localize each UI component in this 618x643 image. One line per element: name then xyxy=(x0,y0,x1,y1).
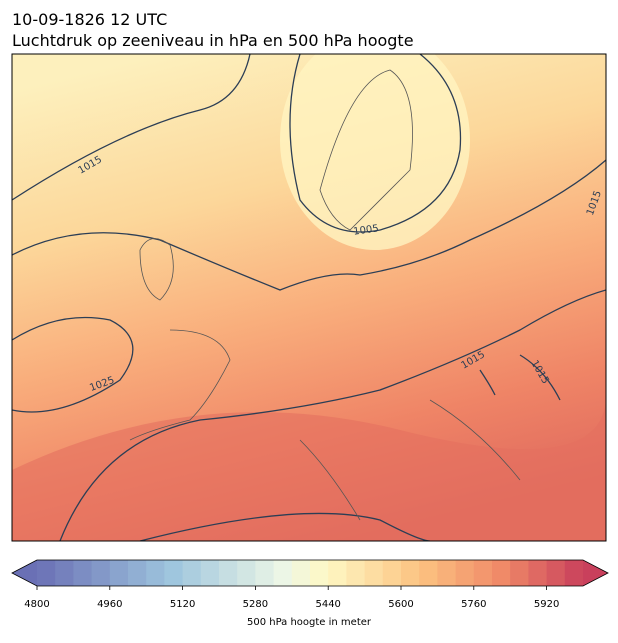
colorbar-segment xyxy=(164,560,184,586)
colorbar-segment xyxy=(364,560,384,586)
map-frame xyxy=(11,53,607,542)
isobars xyxy=(12,54,606,541)
colorbar-segment xyxy=(310,560,329,586)
colorbar-tick-label: 5920 xyxy=(534,599,559,610)
colorbar-segment xyxy=(55,560,74,586)
colorbar-segment xyxy=(182,560,202,586)
colorbar-segment xyxy=(219,560,238,586)
colorbar-tick-label: 4800 xyxy=(24,599,49,610)
colorbar-segment xyxy=(382,560,402,586)
colorbar-tick-label: 5760 xyxy=(461,599,486,610)
colorbar-tick-label: 4960 xyxy=(97,599,122,610)
colorbar-segment xyxy=(473,560,493,586)
colorbar-segment xyxy=(528,560,548,586)
colorbar-segment xyxy=(73,560,93,586)
colorbar-extend-high xyxy=(583,560,608,586)
colorbar-segment xyxy=(255,560,275,586)
colorbar-tick-label: 5280 xyxy=(243,599,268,610)
height-low xyxy=(280,54,470,250)
title: Luchtdruk op zeeniveau in hPa en 500 hPa… xyxy=(12,31,414,50)
colorbar-segment xyxy=(109,560,129,586)
colorbar-segment xyxy=(37,560,56,586)
colorbar-segment xyxy=(455,560,475,586)
colorbar: 4800 4960 5120 5280 5440 5600 5760 5920 xyxy=(11,559,609,610)
colorbar-segment xyxy=(91,560,111,586)
colorbar-segment xyxy=(419,560,438,586)
colorbar-segment xyxy=(546,560,566,586)
colorbar-segment xyxy=(510,560,529,586)
colorbar-extend-low xyxy=(12,560,37,586)
colorbar-tick-label: 5440 xyxy=(315,599,340,610)
colorbar-segment xyxy=(328,560,347,586)
colorbar-segment xyxy=(401,560,420,586)
colorbar-segment xyxy=(492,560,511,586)
colorbar-outline xyxy=(11,559,609,587)
colorbar-segment xyxy=(273,560,293,586)
datetime: 10-09-1826 12 UTC xyxy=(12,10,167,29)
colorbar-tick-label: 5120 xyxy=(170,599,195,610)
colorbar-segment xyxy=(128,560,147,586)
colorbar-segment xyxy=(346,560,366,586)
colorbar-segment xyxy=(564,560,584,586)
colorbar-segment xyxy=(237,560,256,586)
colorbar-segment xyxy=(437,560,457,586)
colorbar-segment xyxy=(291,560,311,586)
height-band xyxy=(12,400,606,541)
colorbar-segment xyxy=(146,560,165,586)
isobar-label: 1005 xyxy=(353,223,380,237)
colorbar-tick-label: 5600 xyxy=(388,599,413,610)
colorbar-segment xyxy=(200,560,220,586)
colorbar-label: 500 hPa hoogte in meter xyxy=(247,617,372,628)
coastlines xyxy=(129,69,521,521)
